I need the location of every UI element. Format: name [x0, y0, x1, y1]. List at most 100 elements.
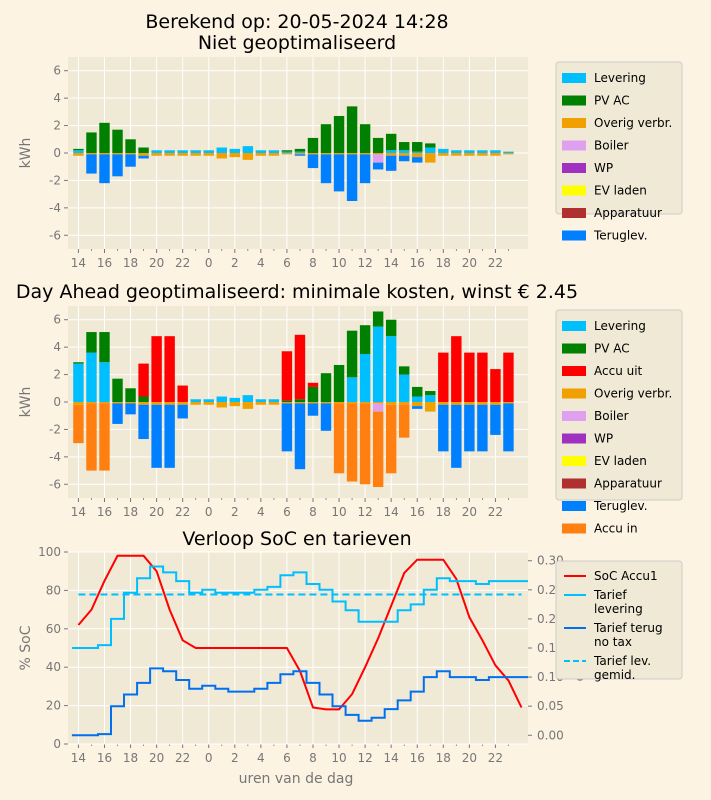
- bar-teruglev: [320, 403, 332, 431]
- bar-overig-verbr: [477, 153, 488, 156]
- bar-overig-verbr: [86, 153, 97, 155]
- x-tick-label: 22: [488, 505, 503, 519]
- bar-levering: [438, 148, 449, 153]
- bar-teruglev: [490, 404, 501, 435]
- y-tick-label: 4: [53, 91, 61, 105]
- bar-levering: [216, 147, 227, 153]
- bar-accu-uit: [281, 351, 293, 401]
- bar-accu-in: [359, 403, 371, 485]
- y-tick-label: 80: [46, 583, 61, 597]
- legend-label-ev-laden: EV laden: [594, 184, 647, 198]
- bar-pv-ac: [294, 148, 306, 152]
- x-tick-label: 22: [488, 256, 503, 270]
- bar-overig-verbr: [229, 402, 241, 407]
- y-tick-label: 6: [53, 313, 61, 327]
- legend-label-boiler: Boiler: [594, 409, 629, 423]
- x-tick-label: 14: [71, 751, 86, 765]
- bar-accu-uit: [490, 369, 501, 402]
- bar-overig-verbr: [177, 402, 188, 405]
- bar-levering: [281, 151, 293, 153]
- bar-overig-verbr: [268, 402, 280, 405]
- x-tick-label: 14: [384, 505, 399, 519]
- bar-teruglev: [412, 157, 423, 163]
- legend-label-accu-uit: Accu uit: [594, 364, 643, 378]
- bar-overig-verbr: [177, 153, 188, 156]
- legend-label-tarief-lev-gemid: gemid.: [594, 668, 635, 682]
- bar-overig-verbr: [372, 153, 384, 155]
- bar-overig-verbr: [425, 402, 436, 412]
- bar-overig-verbr: [73, 153, 84, 156]
- y-right-tick-label: 0.05: [537, 699, 564, 713]
- bar-overig-verbr: [385, 153, 397, 156]
- bar-overig-verbr: [125, 153, 136, 155]
- bar-overig-verbr: [73, 402, 84, 405]
- bar-levering: [73, 363, 84, 402]
- bar-overig-verbr: [412, 402, 423, 407]
- x-tick-label: 12: [357, 751, 372, 765]
- legend-swatch-boiler: [562, 140, 586, 151]
- bar-levering: [464, 150, 475, 153]
- bar-accu-uit: [451, 336, 462, 402]
- y-axis-label: kWh: [18, 387, 34, 418]
- bar-levering: [398, 374, 410, 402]
- bar-overig-verbr: [438, 153, 449, 156]
- bar-teruglev: [138, 155, 149, 159]
- y-tick-label: -2: [49, 173, 61, 187]
- bar-teruglev: [333, 154, 345, 192]
- x-tick-label: 10: [331, 505, 346, 519]
- legend-label-tarief-lev-gemid: Tarief lev.: [593, 654, 651, 668]
- legend-swatch-overig-verbr: [562, 118, 586, 128]
- x-tick-label: 0: [205, 751, 213, 765]
- x-axis-label: uren van de dag: [239, 771, 354, 787]
- legend-swatch-levering: [562, 321, 586, 331]
- legend-label-wp: WP: [594, 161, 613, 175]
- chart-title: Verloop SoC en tarieven: [182, 528, 411, 550]
- x-tick-label: 8: [309, 751, 317, 765]
- bar-pv-ac: [398, 142, 410, 151]
- x-tick-label: 18: [123, 751, 138, 765]
- bar-overig-verbr: [99, 153, 110, 155]
- bar-overig-verbr: [151, 402, 162, 405]
- x-tick-label: 22: [175, 256, 190, 270]
- bar-teruglev: [125, 403, 136, 415]
- bar-teruglev: [99, 154, 110, 184]
- bar-pv-ac: [359, 325, 371, 354]
- bar-pv-ac: [412, 142, 423, 152]
- x-tick-label: 18: [436, 505, 451, 519]
- bar-pv-ac: [385, 133, 397, 151]
- x-tick-label: 6: [283, 505, 291, 519]
- bar-boiler: [372, 154, 384, 163]
- legend-label-tarief-levering: levering: [594, 602, 643, 616]
- bar-overig-verbr: [451, 402, 462, 405]
- x-tick-label: 20: [149, 751, 164, 765]
- x-tick-label: 12: [357, 505, 372, 519]
- x-tick-label: 18: [436, 256, 451, 270]
- series-line-tarief-levering: [71, 565, 528, 649]
- bar-overig-verbr: [255, 402, 267, 405]
- bar-accu-uit: [307, 382, 319, 387]
- bar-chart-2: Day Ahead geoptimaliseerd: minimale kost…: [16, 281, 683, 536]
- y-tick-label: -6: [49, 477, 61, 491]
- bar-overig-verbr: [281, 153, 293, 155]
- bar-overig-verbr: [164, 153, 175, 156]
- legend-swatch-pv-ac: [562, 343, 586, 354]
- bar-overig-verbr: [86, 402, 97, 404]
- bar-pv-ac: [73, 362, 84, 364]
- bar-pv-ac: [372, 137, 384, 153]
- bar-boiler: [372, 403, 384, 412]
- bar-overig-verbr: [398, 402, 410, 405]
- bar-overig-verbr: [320, 153, 332, 155]
- x-tick-label: 12: [357, 256, 372, 270]
- bar-levering: [203, 150, 214, 153]
- bar-levering: [190, 399, 201, 402]
- bar-teruglev: [359, 154, 371, 184]
- bar-overig-verbr: [229, 153, 241, 158]
- bar-overig-verbr: [425, 153, 436, 163]
- legend-label-apparatuur: Apparatuur: [594, 477, 662, 491]
- bar-overig-verbr: [490, 153, 501, 156]
- bar-overig-verbr: [112, 153, 123, 155]
- bar-accu-uit: [164, 336, 175, 402]
- bar-teruglev: [125, 154, 136, 167]
- legend-label-overig-verbr: Overig verbr.: [594, 116, 672, 130]
